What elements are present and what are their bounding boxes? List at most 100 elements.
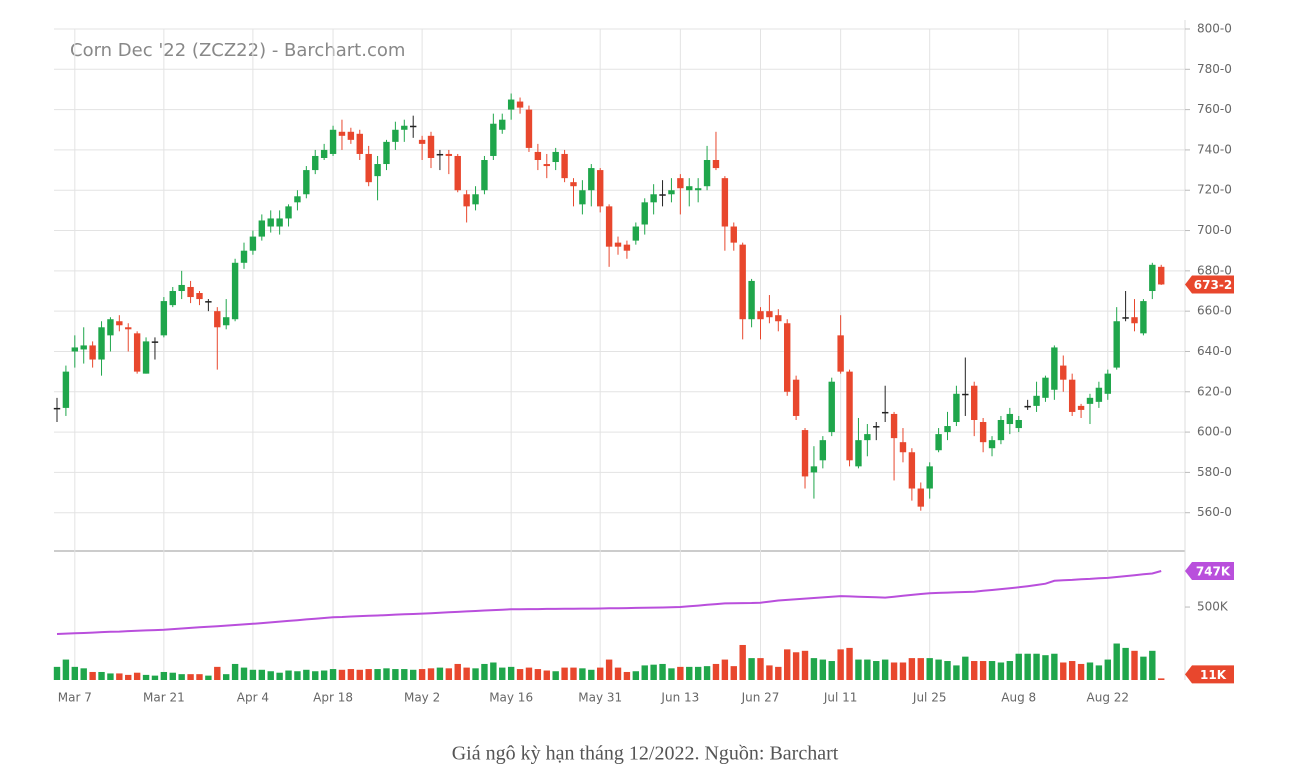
candle-body xyxy=(445,153,453,156)
volume-bar xyxy=(1042,655,1049,680)
volume-bar xyxy=(267,671,274,680)
candle-body xyxy=(418,139,426,144)
value-tag-label: 747K xyxy=(1196,564,1231,578)
volume-bar xyxy=(570,667,577,680)
candle-body xyxy=(650,194,657,203)
volume-bar xyxy=(1104,659,1111,680)
candle-body xyxy=(71,347,79,352)
x-tick-label: May 2 xyxy=(404,691,440,705)
volume-bar xyxy=(98,671,105,680)
volume-bar xyxy=(89,671,96,680)
volume-bar xyxy=(62,659,70,680)
volume-bar xyxy=(374,669,381,680)
candle-body xyxy=(276,218,283,227)
candle-body xyxy=(98,327,105,360)
volume-bar xyxy=(979,661,987,680)
candle-body xyxy=(1068,379,1076,412)
volume-bar xyxy=(151,675,159,680)
candle-body xyxy=(775,315,782,322)
x-tick-label: Apr 4 xyxy=(237,691,269,705)
volume-bar xyxy=(481,663,488,680)
volume-bar xyxy=(686,666,693,680)
y-tick-label: 740-0 xyxy=(1197,142,1232,156)
volume-bar xyxy=(222,674,230,680)
volume-bar xyxy=(784,649,791,680)
volume-bar xyxy=(1086,662,1094,680)
volume-bar xyxy=(329,669,337,680)
candle-body xyxy=(632,226,640,241)
candle-body xyxy=(721,178,729,227)
volume-bar xyxy=(953,665,960,680)
candle-body xyxy=(810,466,818,473)
volume-bar xyxy=(614,667,622,680)
y-tick-label: 680-0 xyxy=(1197,263,1232,277)
candle-body xyxy=(677,178,684,189)
volume-bar xyxy=(258,669,266,680)
volume-bar xyxy=(240,667,248,680)
candle-body xyxy=(516,101,524,108)
candle-body xyxy=(953,393,960,423)
volume-bar xyxy=(855,659,862,680)
candle-body xyxy=(1042,377,1049,398)
volume-bar xyxy=(677,666,684,680)
volume-bar xyxy=(133,672,141,680)
candle-body xyxy=(80,345,87,350)
volume-bar xyxy=(383,668,390,680)
candle-body xyxy=(401,125,408,130)
volume-bar xyxy=(837,649,844,680)
volume-bar xyxy=(801,650,809,680)
volume-bar xyxy=(881,659,889,680)
y-tick-label: 720-0 xyxy=(1197,183,1232,197)
candle-body xyxy=(1086,397,1094,404)
volume-bar xyxy=(694,666,702,680)
candle-body xyxy=(1060,365,1067,380)
candle-body xyxy=(1006,413,1014,425)
volume-bar xyxy=(730,666,737,680)
y-tick-label: 800-0 xyxy=(1197,22,1232,36)
caption: Giá ngô kỳ hạn tháng 12/2022. Nguồn: Bar… xyxy=(452,743,839,765)
volume-bar xyxy=(775,666,782,680)
volume-bar xyxy=(516,669,524,680)
candle-body xyxy=(971,385,978,420)
candle-body xyxy=(267,218,274,227)
volume-tick-label: 500K xyxy=(1197,600,1229,614)
candle-body xyxy=(196,293,203,300)
volume-bar xyxy=(917,658,924,680)
volume-bar xyxy=(1015,653,1022,680)
candle-body xyxy=(374,164,381,177)
candle-body xyxy=(873,426,880,428)
volume-bar xyxy=(579,668,586,680)
candle-body xyxy=(62,371,70,408)
volume-bar xyxy=(668,668,675,680)
volume-bar xyxy=(418,669,426,680)
volume-bar xyxy=(926,658,933,680)
y-tick-label: 580-0 xyxy=(1197,465,1232,479)
candle-body xyxy=(792,379,800,416)
candle-body xyxy=(205,301,212,303)
candle-body xyxy=(89,345,96,360)
candle-body xyxy=(1104,373,1111,394)
candle-body xyxy=(1095,387,1103,402)
volume-bar xyxy=(828,661,835,680)
candle-body xyxy=(846,371,853,461)
candle-body xyxy=(1113,321,1120,368)
candle-body xyxy=(988,440,996,449)
candle-body xyxy=(160,301,168,336)
volume-bar xyxy=(401,669,408,680)
volume-bar xyxy=(908,658,916,680)
candle-body xyxy=(107,319,114,336)
volume-bar xyxy=(472,668,479,680)
volume-bar xyxy=(1122,647,1129,680)
candle-body xyxy=(116,321,123,326)
volume-bar xyxy=(1051,653,1058,680)
volume-bar xyxy=(196,674,203,680)
volume-bar xyxy=(864,659,871,680)
candle-body xyxy=(490,123,497,156)
candle-body xyxy=(926,466,933,489)
volume-bar xyxy=(810,658,818,680)
volume-bar xyxy=(160,671,168,680)
candle-body xyxy=(864,434,871,441)
x-tick-label: Jul 25 xyxy=(912,691,947,705)
